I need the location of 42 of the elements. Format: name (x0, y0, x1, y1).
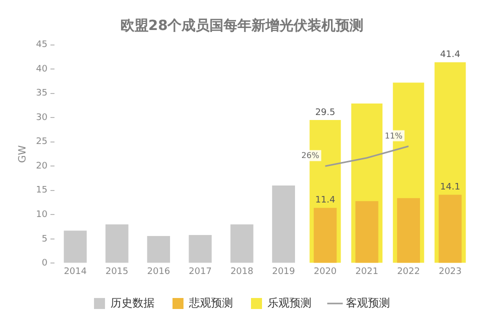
bar (438, 194, 462, 263)
bar (188, 235, 212, 263)
bar (355, 201, 378, 263)
chart-title: 欧盟28个成员国每年新增光伏装机预测 (120, 17, 364, 34)
y-tick-label: 25 (36, 137, 48, 148)
x-tick-label: 2018 (230, 266, 254, 277)
y-tick-label: 10 (36, 210, 48, 220)
x-tick-label: 2021 (355, 266, 378, 277)
x-tick-label: 2022 (397, 266, 420, 277)
data-label: 41.4 (440, 50, 460, 60)
x-tick-label: 2015 (105, 266, 128, 277)
data-label: 14.1 (440, 182, 460, 193)
bar (230, 224, 254, 263)
bar (397, 198, 420, 263)
y-tick-label: 5 (42, 234, 48, 244)
y-tick-label: 15 (36, 186, 48, 196)
y-tick-label: 20 (36, 161, 48, 172)
legend-label: 悲观预测 (188, 296, 233, 310)
y-tick-label: 30 (36, 112, 48, 123)
bar (272, 186, 296, 263)
x-tick-label: 2016 (147, 266, 170, 277)
bar (314, 208, 337, 263)
bar (64, 230, 87, 263)
data-label: 11.4 (315, 196, 336, 206)
y-tick-label: 35 (36, 88, 48, 99)
y-tick-label: 40 (36, 64, 48, 74)
annotation: 26% (301, 151, 320, 160)
x-tick-label: 2014 (64, 266, 88, 277)
x-tick-label: 2019 (272, 266, 296, 277)
bar (105, 224, 128, 263)
legend-label: 客观预测 (346, 296, 390, 310)
x-tick-label: 2020 (314, 266, 337, 277)
y-axis-title: GW (18, 145, 29, 163)
y-tick-label: 0 (42, 258, 48, 269)
annotation: 11% (384, 131, 403, 140)
legend-label: 历史数据 (110, 296, 154, 310)
bar (147, 236, 170, 263)
data-label: 29.5 (315, 108, 336, 118)
x-tick-label: 2023 (438, 266, 462, 277)
y-tick-label: 45 (36, 40, 48, 50)
x-tick-label: 2017 (188, 266, 212, 277)
legend-label: 乐观预测 (268, 296, 312, 310)
